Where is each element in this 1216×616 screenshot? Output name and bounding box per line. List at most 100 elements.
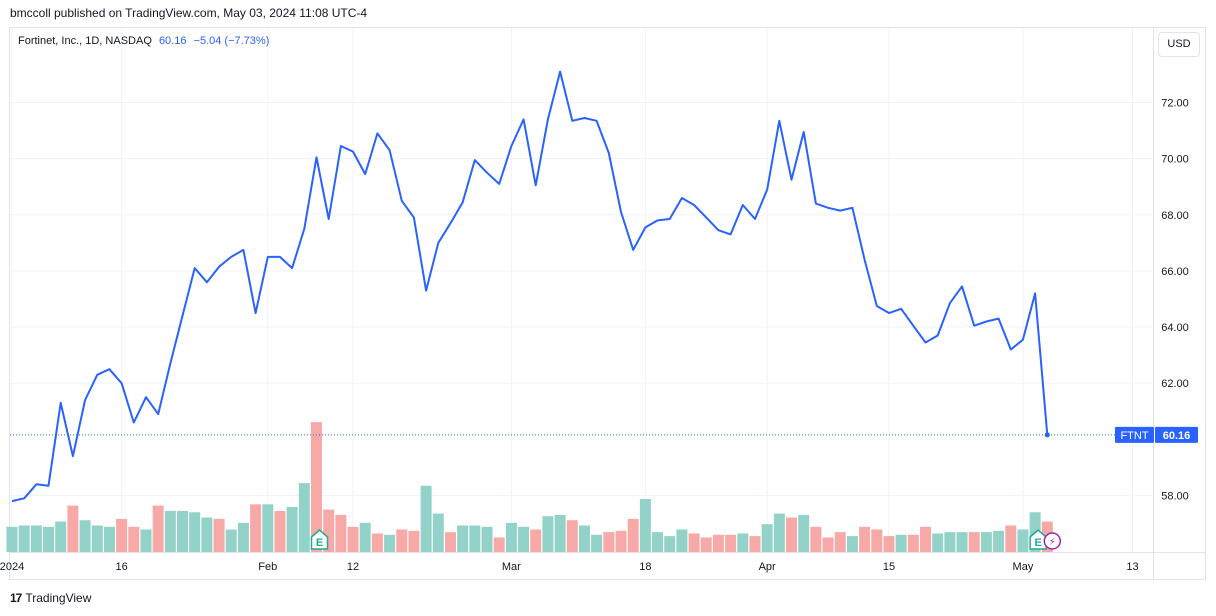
price-line [11, 70, 1049, 503]
x-tick-label: Apr [759, 561, 776, 573]
volume-bar [335, 514, 347, 552]
volume-bar [237, 522, 249, 552]
volume-bar [761, 524, 773, 552]
x-tick-label: 18 [639, 561, 651, 573]
volume-bar [43, 526, 55, 552]
volume-bar [700, 537, 712, 552]
y-tick-label: 64.00 [1161, 322, 1189, 334]
x-tick-label: 15 [883, 561, 895, 573]
volume-bar [712, 534, 724, 552]
volume-bar [676, 529, 688, 552]
volume-bar [481, 526, 493, 552]
volume-bar [737, 533, 749, 552]
volume-bar [384, 534, 396, 552]
chart-frame [9, 27, 1206, 580]
volume-bar [639, 499, 651, 552]
volume-bar [250, 504, 262, 552]
volume-bar [554, 514, 566, 552]
volume-bar [810, 526, 822, 552]
volume-bar [177, 510, 189, 552]
volume-bar [993, 530, 1005, 552]
last-price-marker [1044, 432, 1050, 438]
y-tick-label: 72.00 [1161, 98, 1189, 110]
volume-bar [55, 521, 67, 552]
volume-bar [591, 534, 603, 552]
dividend-icon-label: ⚡ [1049, 537, 1056, 548]
volume-bar [664, 536, 676, 552]
chart-legend[interactable]: Fortinet, Inc., 1D, NASDAQ 60.16 −5.04 (… [18, 35, 269, 47]
legend-symbol: Fortinet, Inc., 1D, NASDAQ [18, 35, 152, 47]
volume-bar [968, 532, 980, 552]
publisher-header: bmccoll published on TradingView.com, Ma… [10, 6, 368, 20]
volume-bar [152, 505, 164, 552]
volume-bar [18, 525, 30, 552]
volume-bar [420, 485, 432, 552]
y-tick-label: 58.00 [1161, 490, 1189, 502]
earnings-icon-label: E [316, 537, 323, 549]
footer-brand[interactable]: 17 TradingView [10, 591, 91, 605]
x-tick-label: 16 [115, 561, 127, 573]
ticker-tag-label: FTNT [1120, 430, 1148, 442]
volume-bar [189, 512, 201, 552]
volume-bar [859, 526, 871, 552]
volume-bar [323, 509, 335, 552]
volume-bar [615, 530, 627, 552]
volume-bar [140, 529, 152, 552]
x-tick-label: Mar [502, 561, 521, 573]
volume-bar [578, 525, 590, 552]
volume-bar [164, 510, 176, 552]
legend-change: −5.04 (−7.73%) [193, 35, 270, 47]
volume-bar [1005, 525, 1017, 552]
volume-bar [773, 513, 785, 552]
volume-bar [432, 513, 444, 552]
volume-bar [786, 517, 798, 552]
volume-bar [956, 532, 968, 552]
volume-bar [846, 536, 858, 552]
volume-bar [91, 525, 103, 552]
volume-bar [518, 526, 530, 552]
volume-bar [311, 422, 322, 552]
dividend-icon [1043, 532, 1062, 550]
volume-bar [980, 532, 992, 552]
volume-bar [895, 534, 907, 552]
volume-bar [542, 516, 554, 552]
volume-bar [67, 505, 79, 552]
volume-bar [225, 529, 237, 552]
earnings-icon [310, 529, 329, 550]
volume-bar [201, 517, 213, 552]
y-tick-label: 70.00 [1161, 154, 1189, 166]
volume-bar [566, 520, 578, 552]
volume-bar [871, 529, 883, 552]
volume-bar [408, 530, 420, 552]
volume-bar [457, 525, 469, 552]
volume-bar [603, 532, 615, 552]
volume-bar [652, 532, 664, 552]
price-tag [1155, 426, 1198, 443]
volume-bar [286, 506, 298, 552]
currency-button[interactable]: USD [1158, 32, 1200, 57]
volume-bar [103, 526, 115, 552]
volume-bar [298, 483, 310, 552]
volume-bar [371, 533, 383, 552]
volume-bar [30, 525, 42, 552]
volume-bar [493, 537, 505, 552]
x-tick-label: 12 [347, 561, 359, 573]
volume-bar [128, 526, 140, 552]
footer-brand-label: TradingView [25, 591, 92, 605]
y-tick-label: 68.00 [1161, 210, 1189, 222]
volume-bar [944, 532, 956, 552]
volume-bar [469, 525, 481, 552]
volume-bar [907, 534, 919, 552]
x-tick-label: May [1013, 561, 1034, 573]
legend-last-price: 60.16 [158, 35, 187, 47]
y-tick-label: 66.00 [1161, 266, 1189, 278]
volume-bar [883, 536, 895, 552]
volume-bar [213, 518, 225, 552]
volume-bar [749, 536, 761, 552]
volume-bar [359, 522, 371, 552]
volume-bar [1017, 529, 1029, 552]
volume-bar [505, 522, 517, 552]
volume-bar [444, 532, 456, 552]
volume-bar [396, 529, 408, 552]
